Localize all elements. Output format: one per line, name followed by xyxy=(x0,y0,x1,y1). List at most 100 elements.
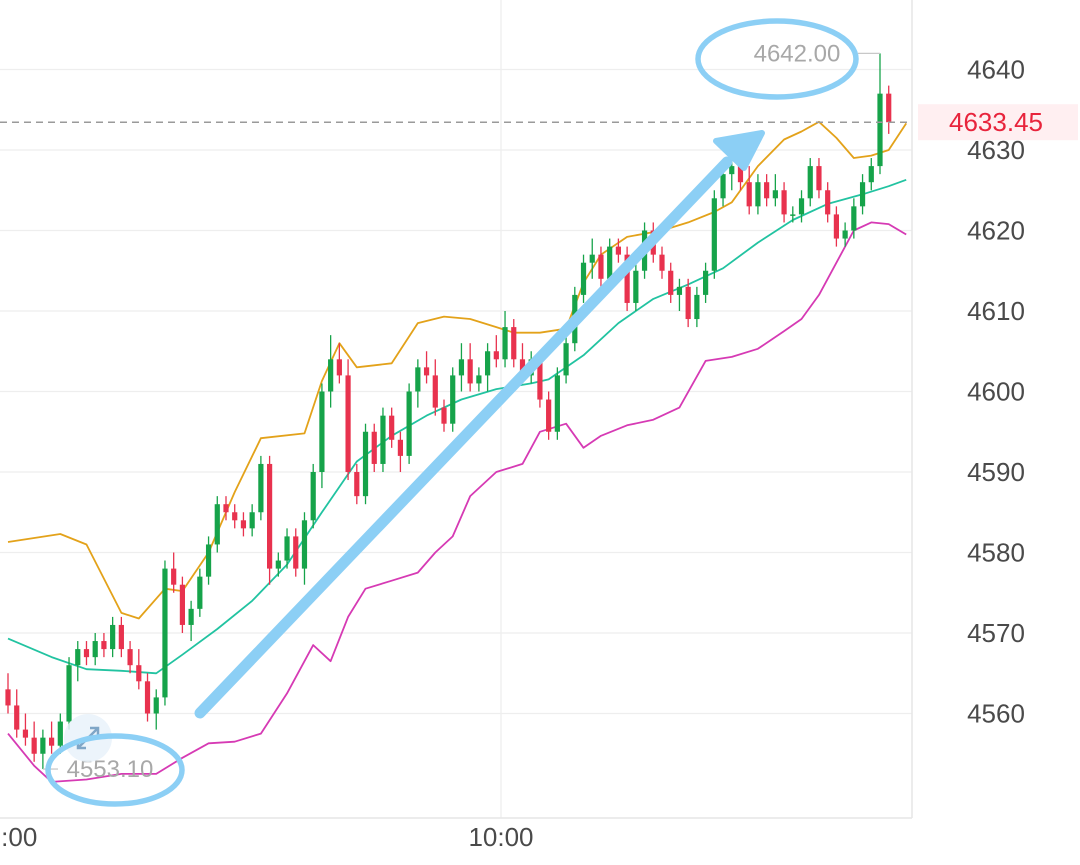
candle-body xyxy=(162,568,168,698)
candle xyxy=(546,391,552,440)
candle xyxy=(685,278,691,328)
candle-body xyxy=(423,367,430,376)
candle xyxy=(336,343,342,384)
candle xyxy=(275,552,281,577)
candle-body xyxy=(467,359,473,384)
candle xyxy=(49,721,55,754)
candle xyxy=(179,576,185,633)
candle xyxy=(851,198,857,239)
y-tick-label: 4640 xyxy=(967,55,1025,85)
candle-body xyxy=(511,327,517,360)
candle xyxy=(249,504,255,537)
candle xyxy=(83,641,90,666)
candle xyxy=(825,182,831,223)
candle-body xyxy=(153,697,159,714)
candle xyxy=(188,600,194,642)
candle-body xyxy=(40,737,46,754)
candle-body xyxy=(310,472,316,521)
candle xyxy=(859,174,866,215)
candle xyxy=(110,616,116,658)
candle-body xyxy=(563,343,569,376)
candle xyxy=(240,512,247,537)
candle-body xyxy=(397,439,403,456)
candle-body xyxy=(249,512,255,529)
candle-body xyxy=(519,359,526,376)
candle-body xyxy=(458,359,465,376)
candle-body xyxy=(293,536,299,569)
y-tick-label: 4620 xyxy=(967,216,1025,246)
candle-body xyxy=(92,641,98,658)
candle xyxy=(22,713,29,746)
candle xyxy=(598,246,604,287)
candle-body xyxy=(694,294,700,320)
candle xyxy=(485,343,491,392)
candle xyxy=(5,673,11,714)
candle xyxy=(92,633,98,666)
candle-body xyxy=(319,391,325,472)
candle-body xyxy=(476,375,482,384)
candle-body xyxy=(197,576,203,609)
candle-body xyxy=(301,520,308,569)
candle xyxy=(633,262,639,311)
candle xyxy=(886,85,892,134)
candle-body xyxy=(14,705,20,730)
candle-body xyxy=(22,729,29,738)
candle-body xyxy=(868,166,874,183)
candle-body xyxy=(240,520,247,529)
candle xyxy=(40,729,46,770)
candle-body xyxy=(624,254,630,303)
candle-body xyxy=(205,544,212,577)
candle-body xyxy=(101,641,107,650)
candle-body xyxy=(188,608,194,625)
candle xyxy=(415,359,421,408)
low-annotation-ellipse xyxy=(45,733,185,807)
candle-body xyxy=(755,182,761,207)
y-tick-label: 4580 xyxy=(967,538,1025,568)
candle-body xyxy=(232,512,238,521)
candle xyxy=(441,399,447,432)
candle-body xyxy=(127,649,133,666)
candle xyxy=(14,689,20,738)
candle-body xyxy=(580,262,587,295)
candle-body xyxy=(49,737,55,746)
candle-body xyxy=(118,624,124,650)
candle-body xyxy=(615,246,621,255)
candle xyxy=(197,568,203,617)
y-tick-label: 4600 xyxy=(967,377,1025,407)
candle xyxy=(293,528,299,577)
candle-body xyxy=(406,391,412,456)
last-price-badge xyxy=(918,104,1078,141)
candle xyxy=(406,383,412,464)
candle xyxy=(354,463,360,505)
candle xyxy=(659,246,665,279)
candle xyxy=(153,689,159,730)
candle xyxy=(694,286,700,328)
x-tick-label: 9:00 xyxy=(0,822,37,852)
candle-body xyxy=(275,560,281,569)
candle-body xyxy=(31,737,37,754)
candle xyxy=(118,616,124,658)
candle xyxy=(668,262,674,303)
candle-body xyxy=(546,399,552,432)
candle xyxy=(319,383,325,489)
candle-body xyxy=(764,182,770,199)
candle xyxy=(772,174,778,207)
candle xyxy=(511,319,517,368)
candle-body xyxy=(345,375,351,472)
candle xyxy=(781,182,787,223)
candle xyxy=(458,343,465,392)
candle xyxy=(589,238,595,279)
candle-body xyxy=(432,375,438,408)
candle xyxy=(703,262,709,303)
candle xyxy=(554,367,560,440)
candle-body xyxy=(685,286,691,320)
candle xyxy=(624,246,630,311)
candle xyxy=(502,311,508,368)
bb-upper-line xyxy=(7,120,907,620)
candle-body xyxy=(66,665,72,722)
trend-arrowhead xyxy=(713,130,765,171)
candle-body xyxy=(415,367,421,392)
candle-body xyxy=(336,359,342,376)
candle-body xyxy=(328,359,334,392)
